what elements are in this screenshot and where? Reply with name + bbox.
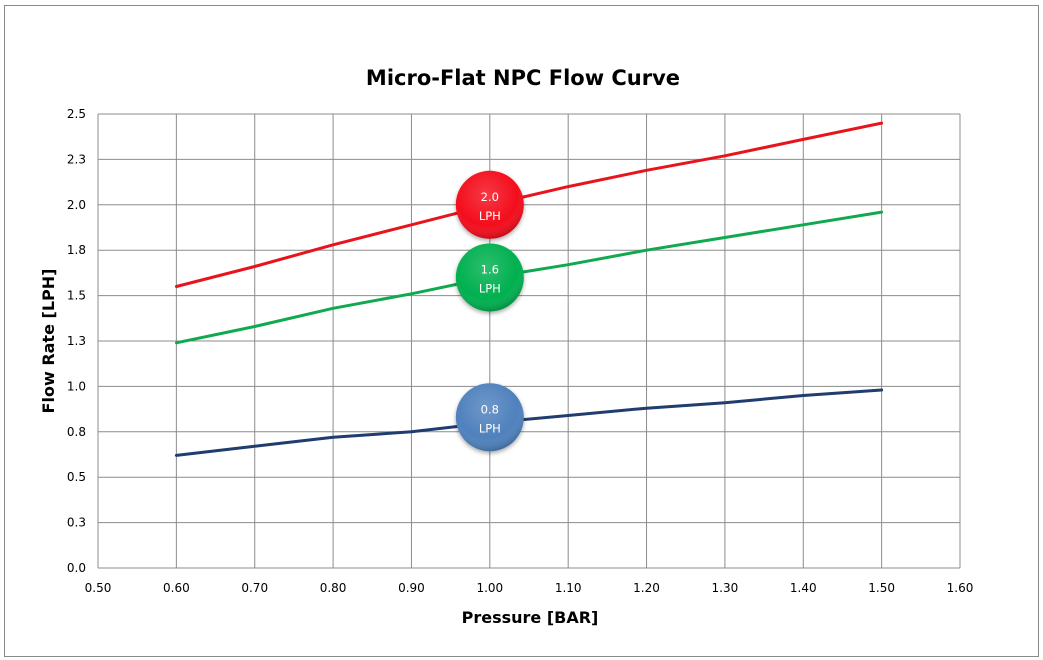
- badge-unit: LPH: [479, 281, 501, 295]
- badge-shine: [455, 243, 524, 312]
- series-line-1-6-lph: [174, 210, 884, 345]
- x-tick-label: 1.40: [790, 581, 817, 595]
- y-tick-label: 0.8: [67, 425, 86, 439]
- x-tick-label: 0.90: [398, 581, 425, 595]
- x-tick-label: 1.30: [712, 581, 739, 595]
- series-badge: 0.8 LPH: [455, 383, 524, 452]
- badge-value: 1.6: [481, 262, 499, 276]
- series-badge: 1.6 LPH: [455, 243, 524, 312]
- gridlines: [97, 113, 961, 569]
- series-badge: 2.0 LPH: [455, 170, 524, 239]
- x-tick-label: 0.70: [241, 581, 268, 595]
- x-tick-label: 0.80: [320, 581, 347, 595]
- y-axis-ticks: 0.0 0.3 0.5 0.8 1.0 1.3 1.5 1.8 2.0 2.3 2.5: [67, 107, 86, 575]
- x-tick-label: 1.20: [633, 581, 660, 595]
- x-tick-label: 1.50: [868, 581, 895, 595]
- badge-value: 2.0: [481, 190, 499, 204]
- x-axis-ticks: 0.50 0.60 0.70 0.80 0.90 1.00 1.10 1.20 1.30 1.40…: [85, 581, 974, 595]
- series-line-0-8-lph: [174, 388, 884, 457]
- series-line-2-0-lph: [174, 121, 884, 288]
- series-badges: 2.0 LPH 1.6 LPH 0.8 LPH: [455, 170, 524, 452]
- x-axis-title: Pressure [BAR]: [462, 608, 599, 627]
- y-tick-label: 2.3: [67, 152, 86, 166]
- x-tick-label: 1.60: [947, 581, 974, 595]
- x-tick-label: 0.50: [85, 581, 112, 595]
- y-tick-label: 0.3: [67, 516, 86, 530]
- x-tick-label: 1.00: [476, 581, 503, 595]
- badge-shine: [455, 170, 524, 239]
- y-tick-label: 2.0: [67, 198, 86, 212]
- x-tick-label: 1.10: [555, 581, 582, 595]
- series-lines: [174, 121, 884, 457]
- badge-unit: LPH: [479, 421, 501, 435]
- y-tick-label: 1.3: [67, 334, 86, 348]
- y-tick-label: 0.0: [67, 561, 86, 575]
- x-tick-label: 0.60: [163, 581, 190, 595]
- badge-shine: [455, 383, 524, 452]
- badge-value: 0.8: [481, 402, 499, 416]
- y-tick-label: 1.0: [67, 379, 86, 393]
- y-axis-title: Flow Rate [LPH]: [39, 269, 58, 414]
- y-tick-label: 0.5: [67, 470, 86, 484]
- y-tick-label: 1.5: [67, 289, 86, 303]
- chart-title: Micro-Flat NPC Flow Curve: [366, 66, 680, 90]
- y-tick-label: 1.8: [67, 243, 86, 257]
- badge-unit: LPH: [479, 209, 501, 223]
- y-tick-label: 2.5: [67, 107, 86, 121]
